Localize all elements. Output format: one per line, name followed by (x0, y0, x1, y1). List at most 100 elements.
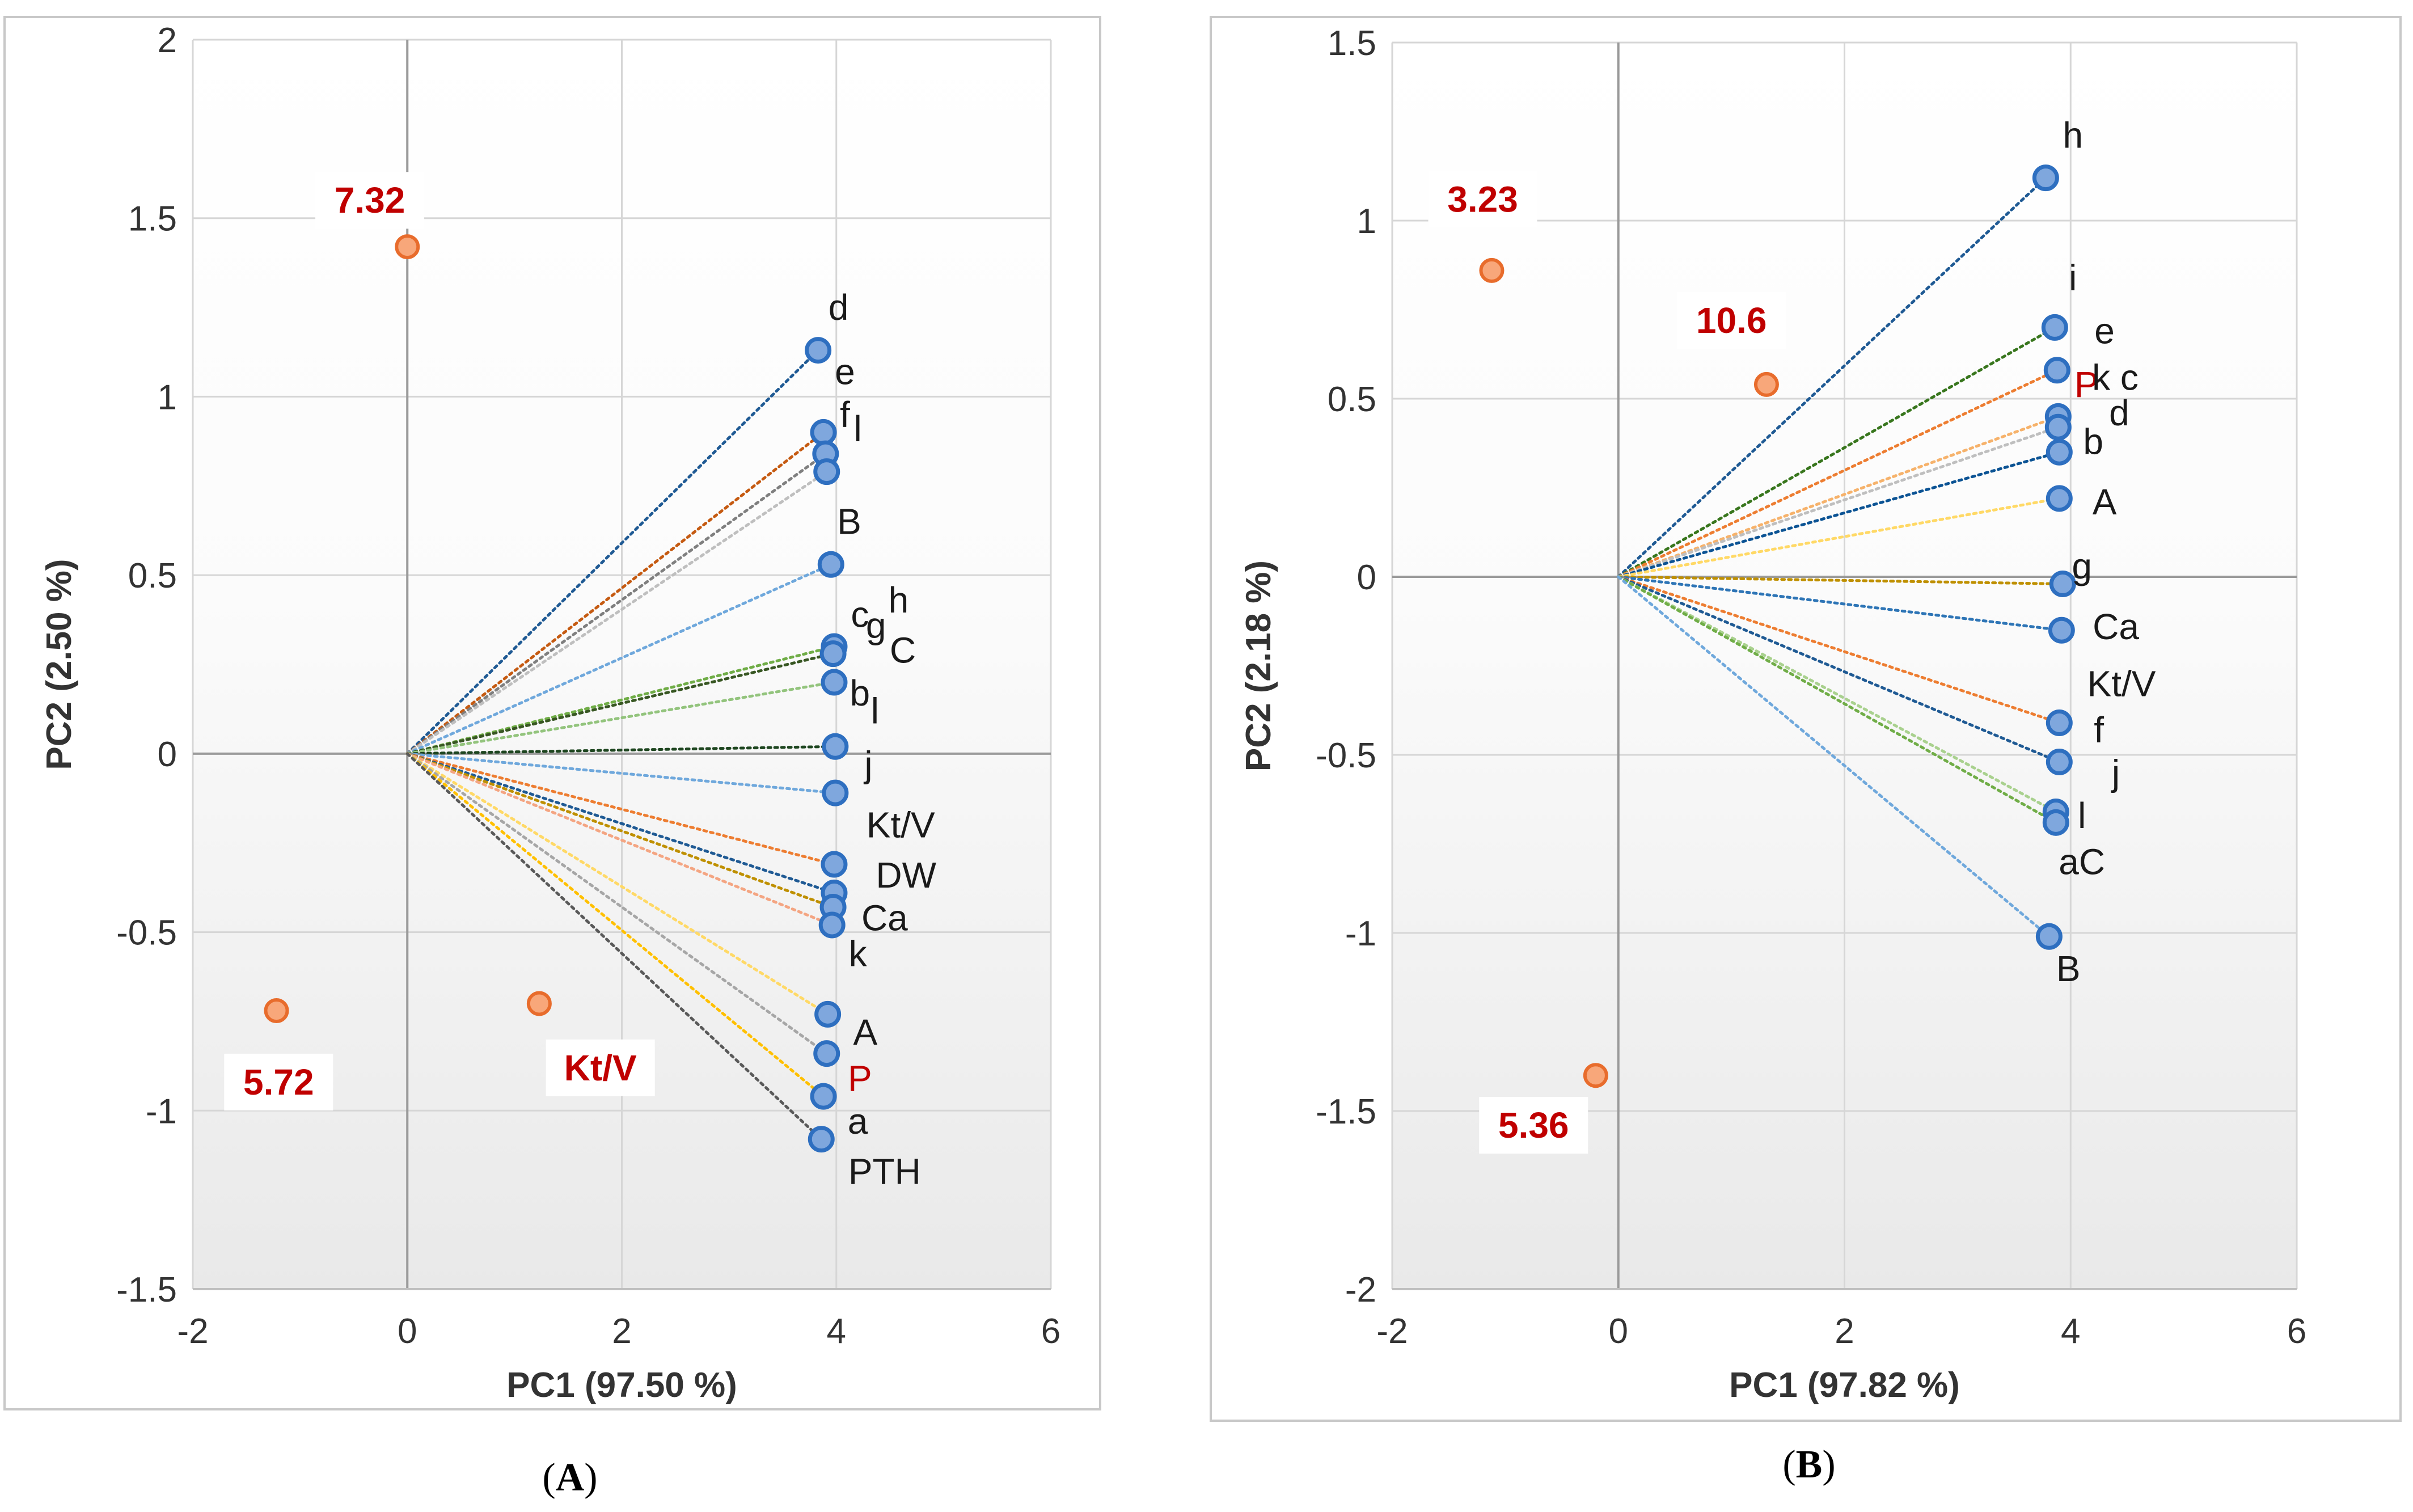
loading-label: P (2074, 364, 2099, 405)
loading-label: PTH (848, 1151, 921, 1192)
loading-vector (1617, 575, 2051, 938)
loading-label: P (848, 1058, 872, 1099)
loading-point (813, 1040, 840, 1067)
score-point (264, 998, 289, 1024)
loading-vector (405, 752, 823, 1141)
y-tick-label: 1.5 (1328, 24, 1376, 63)
loading-label: b (2083, 421, 2103, 462)
loading-vector (405, 645, 836, 755)
loading-vector (405, 563, 832, 755)
loading-vector (405, 752, 830, 1016)
loading-point (2049, 571, 2076, 598)
loading-label: Kt/V (867, 805, 935, 846)
score-label: 7.32 (335, 180, 405, 221)
loading-point (2042, 809, 2069, 836)
loading-vector (405, 752, 835, 909)
loading-label: f (840, 394, 850, 435)
loading-point (2046, 749, 2073, 776)
loading-point (819, 640, 847, 668)
loading-vector (405, 752, 834, 927)
loading-vector (405, 752, 837, 795)
panel-caption: (B) (1782, 1443, 1835, 1486)
loading-label: g (866, 605, 886, 645)
score-label: 10.6 (1696, 300, 1767, 341)
y-tick-label: -1 (146, 1092, 177, 1131)
loading-point (810, 419, 837, 446)
loading-label: j (2111, 752, 2120, 793)
loading-label: h (889, 580, 909, 620)
loading-point (813, 458, 840, 485)
x-tick-label: 6 (1041, 1312, 1060, 1351)
loading-vector (1617, 575, 2061, 724)
loading-vector (405, 752, 836, 894)
y-tick-label: -1.5 (116, 1270, 177, 1310)
loading-vector (1617, 575, 2063, 632)
loading-label: Ca (861, 897, 908, 938)
score-label: 3.23 (1447, 179, 1518, 219)
loading-vector (405, 452, 827, 755)
x-axis-title: PC1 (97.50 %) (506, 1366, 737, 1405)
x-tick-label: 0 (1609, 1312, 1628, 1351)
score-label: 5.72 (243, 1062, 314, 1103)
loading-label: h (2063, 115, 2083, 155)
loading-points (2032, 164, 2076, 950)
loading-label: aC (2059, 841, 2105, 882)
loading-vector (405, 745, 837, 755)
loading-label: A (2093, 482, 2117, 522)
x-tick-label: 2 (1835, 1312, 1854, 1351)
loading-label: c (2120, 357, 2139, 398)
y-tick-label: 0.5 (1328, 380, 1376, 419)
loading-vector (405, 752, 836, 866)
x-tick-label: 2 (612, 1312, 631, 1351)
loading-label: Ca (2093, 606, 2139, 647)
loading-point (818, 911, 846, 939)
loading-label: d (2109, 392, 2129, 433)
loading-label: B (837, 501, 861, 542)
loading-point (810, 1083, 837, 1110)
loading-point (817, 551, 844, 578)
loading-label: l (2078, 795, 2086, 836)
loading-point (822, 779, 849, 806)
y-tick-label: 2 (158, 21, 177, 60)
y-tick-label: 1.5 (128, 200, 177, 239)
x-tick-label: 0 (398, 1312, 417, 1351)
loading-point (808, 1126, 835, 1153)
y-tick-label: 1 (158, 378, 177, 417)
score-points: 7.32 5.72 Kt/V (224, 172, 655, 1110)
score-point (1479, 257, 1505, 283)
loading-label: Kt/V (2087, 663, 2156, 704)
loading-vector (1617, 415, 2060, 578)
score-points: 3.23 10.6 5.36 (1428, 171, 1786, 1154)
y-tick-label: -1 (1345, 914, 1376, 953)
y-tick-label: -2 (1345, 1270, 1376, 1310)
loading-vector (1617, 176, 2047, 578)
x-tick-label: -2 (177, 1312, 208, 1351)
loading-vector (405, 430, 825, 755)
score-label-bg (1677, 292, 1786, 349)
score-point (526, 991, 552, 1016)
loading-point (814, 1000, 842, 1028)
loading-label: e (2094, 311, 2115, 352)
y-tick-label: -1.5 (1316, 1092, 1376, 1131)
y-tick-label: -0.5 (116, 914, 177, 953)
loading-point (2043, 357, 2070, 384)
loading-vector (1617, 575, 2061, 764)
loading-vector (1617, 575, 2057, 824)
loading-vector (405, 349, 820, 755)
y-axis-title: PC2 (2.50 %) (40, 559, 79, 770)
loading-point (821, 669, 848, 696)
loading-vectors (405, 349, 837, 1141)
loading-label: B (2056, 948, 2081, 989)
loading-point (2048, 616, 2075, 644)
loading-vector (1617, 369, 2059, 578)
x-tick-label: 4 (2061, 1312, 2080, 1351)
x-axis-title: PC1 (97.82 %) (1729, 1366, 1960, 1405)
loading-label: k (849, 933, 868, 974)
score-point (1753, 371, 1779, 397)
loading-label: DW (876, 855, 936, 896)
loading-label: A (853, 1012, 877, 1053)
score-point (1583, 1063, 1608, 1088)
